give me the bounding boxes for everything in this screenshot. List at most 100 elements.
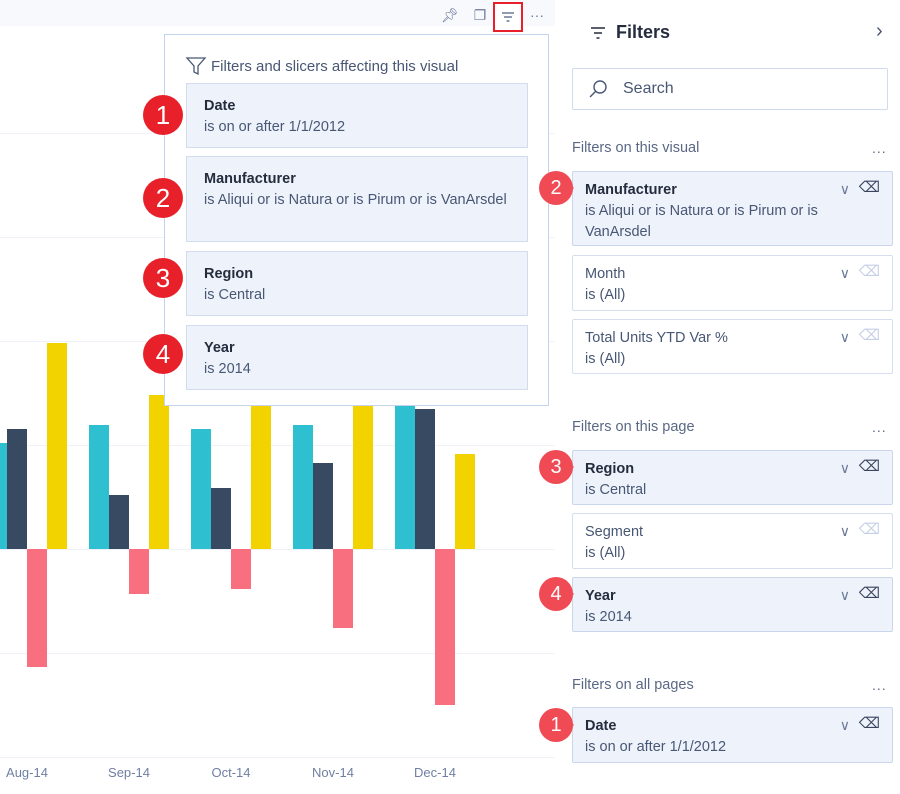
callout-badge-1: 1 — [143, 95, 183, 135]
bar-series-yellow-Sep-14[interactable] — [149, 395, 169, 549]
callout-badge-2: 2 — [143, 178, 183, 218]
collapse-pane-chevron-icon[interactable]: › — [876, 20, 883, 42]
filters-pane — [555, 0, 900, 794]
filter-name: Date — [585, 718, 617, 734]
filters-search-input[interactable]: Search — [572, 68, 888, 110]
bar-series-navy-Oct-14[interactable] — [211, 487, 231, 549]
popup-title-text: Filters and slicers affecting this visua… — [211, 57, 459, 75]
filter-value: is on or after 1/1/2012 — [585, 739, 727, 755]
bar-series-teal-Sep-14[interactable] — [89, 425, 109, 549]
clear-filter-eraser-icon[interactable]: ⌫ — [858, 327, 880, 344]
filter-visual-button[interactable] — [493, 2, 523, 32]
bar-series-red-Sep-14[interactable] — [129, 549, 149, 594]
callout-badge-3: 3 — [143, 258, 183, 298]
bar-series-teal-Nov-14[interactable] — [293, 425, 313, 549]
filter-name: Total Units YTD Var % — [585, 330, 728, 346]
bar-series-navy-Dec-14[interactable] — [415, 408, 435, 549]
bar-series-teal-Dec-14[interactable] — [395, 382, 415, 549]
filter-value: is 2014 — [204, 361, 251, 377]
filter-card-month[interactable]: Month is (All) ∨ ⌫ — [572, 255, 893, 311]
filter-value: is Central — [204, 287, 266, 303]
filter-card-region[interactable]: Region is Central ∨ ⌫ — [572, 450, 893, 505]
filter-name: Manufacturer — [204, 171, 296, 187]
filter-value: is (All) — [585, 545, 626, 561]
x-tick-label: Sep-14 — [108, 765, 150, 780]
funnel-icon — [185, 57, 207, 76]
filter-name: Year — [585, 588, 616, 604]
bar-series-yellow-Aug-14[interactable] — [47, 343, 67, 549]
bar-series-red-Dec-14[interactable] — [435, 549, 455, 705]
x-tick-label: Nov-14 — [312, 765, 354, 780]
callout-badge-4: 4 — [143, 334, 183, 374]
chevron-down-icon[interactable]: ∨ — [839, 265, 850, 281]
gridline — [0, 653, 555, 654]
bar-series-navy-Nov-14[interactable] — [313, 462, 333, 549]
chevron-down-icon[interactable]: ∨ — [839, 587, 850, 603]
filters-affecting-visual-popup: Filters and slicers affecting this visua… — [164, 34, 549, 406]
bar-series-teal-Oct-14[interactable] — [191, 429, 211, 549]
clear-filter-eraser-icon[interactable]: ⌫ — [858, 715, 880, 732]
clear-filter-eraser-icon[interactable]: ⌫ — [858, 458, 880, 475]
filter-value: is (All) — [585, 287, 626, 303]
filter-value: is Aliqui or is Natura or is Pirum or is… — [585, 203, 818, 240]
filter-value: is on or after 1/1/2012 — [204, 119, 346, 135]
chevron-down-icon[interactable]: ∨ — [839, 181, 850, 197]
callout-badge-1-pane: 1 — [535, 708, 575, 742]
filter-name: Year — [204, 340, 235, 356]
more-options-icon[interactable]: ··· — [530, 7, 544, 23]
section-visual-label: Filters on this visual — [572, 140, 700, 156]
filter-value: is 2014 — [585, 609, 632, 625]
filters-title-text: Filters — [616, 22, 671, 42]
callout-badge-4-pane: 4 — [535, 577, 575, 611]
callout-badge-3-pane: 3 — [535, 450, 575, 484]
bar-series-navy-Sep-14[interactable] — [109, 494, 129, 549]
filter-name: Month — [585, 266, 626, 282]
filter-card-date[interactable]: Date is on or after 1/1/2012 ∨ ⌫ — [572, 707, 893, 763]
chevron-down-icon[interactable]: ∨ — [839, 329, 850, 345]
filter-value: is Aliqui or is Natura or is Pirum or is… — [204, 192, 507, 208]
search-placeholder: Search — [623, 80, 674, 97]
callout-badge-2-pane: 2 — [535, 171, 575, 205]
x-tick-label: Oct-14 — [211, 765, 251, 780]
gridline — [0, 549, 555, 550]
clear-filter-eraser-icon[interactable]: ⌫ — [858, 521, 880, 538]
filter-icon — [502, 12, 514, 22]
clear-filter-eraser-icon[interactable]: ⌫ — [858, 179, 880, 196]
section-all-pages-more-button[interactable]: ... — [872, 677, 887, 693]
clear-filter-eraser-icon[interactable]: ⌫ — [858, 585, 880, 602]
visual-header: 📌︎ ❐ ··· — [0, 0, 555, 32]
clear-filter-eraser-icon[interactable]: ⌫ — [858, 263, 880, 280]
bar-series-red-Nov-14[interactable] — [333, 549, 353, 629]
copy-icon[interactable]: ❐ — [473, 7, 487, 23]
popup-title: Filters and slicers affecting this visua… — [185, 55, 458, 77]
filter-name: Date — [204, 98, 236, 114]
filter-card-manufacturer[interactable]: Manufacturer is Aliqui or is Natura or is… — [572, 171, 893, 246]
bar-series-navy-Aug-14[interactable] — [7, 429, 27, 549]
chevron-down-icon[interactable]: ∨ — [839, 460, 850, 476]
filter-value: is Central — [585, 482, 647, 498]
section-page-more-button[interactable]: ... — [872, 419, 887, 435]
filter-card-segment[interactable]: Segment is (All) ∨ ⌫ — [572, 513, 893, 569]
popup-filter-year: Year is 2014 — [186, 325, 528, 390]
section-all-pages-label: Filters on all pages — [572, 677, 694, 693]
chevron-down-icon[interactable]: ∨ — [839, 523, 850, 539]
filter-name: Segment — [585, 524, 644, 540]
popup-filter-date: Date is on or after 1/1/2012 — [186, 83, 528, 148]
gridline — [0, 445, 555, 446]
filter-card-year[interactable]: Year is 2014 ∨ ⌫ — [572, 577, 893, 632]
filter-name: Manufacturer — [585, 182, 677, 198]
filter-card-total-units-ytd-var[interactable]: Total Units YTD Var % is (All) ∨ ⌫ — [572, 319, 893, 374]
bar-series-red-Aug-14[interactable] — [27, 549, 47, 667]
bar-series-teal-Aug-14[interactable] — [0, 442, 7, 549]
gridline — [0, 757, 555, 758]
x-tick-label: Aug-14 — [6, 765, 48, 780]
pin-icon[interactable]: 📌︎ — [441, 7, 459, 23]
section-visual-more-button[interactable]: ... — [872, 140, 887, 156]
bar-series-yellow-Dec-14[interactable] — [455, 454, 475, 549]
bar-series-red-Oct-14[interactable] — [231, 549, 251, 589]
filter-name: Region — [204, 266, 254, 282]
chevron-down-icon[interactable]: ∨ — [839, 717, 850, 733]
popup-filter-manufacturer: Manufacturer is Aliqui or is Natura or is… — [186, 156, 528, 242]
popup-filter-region: Region is Central — [186, 251, 528, 316]
filter-value: is (All) — [585, 351, 626, 367]
